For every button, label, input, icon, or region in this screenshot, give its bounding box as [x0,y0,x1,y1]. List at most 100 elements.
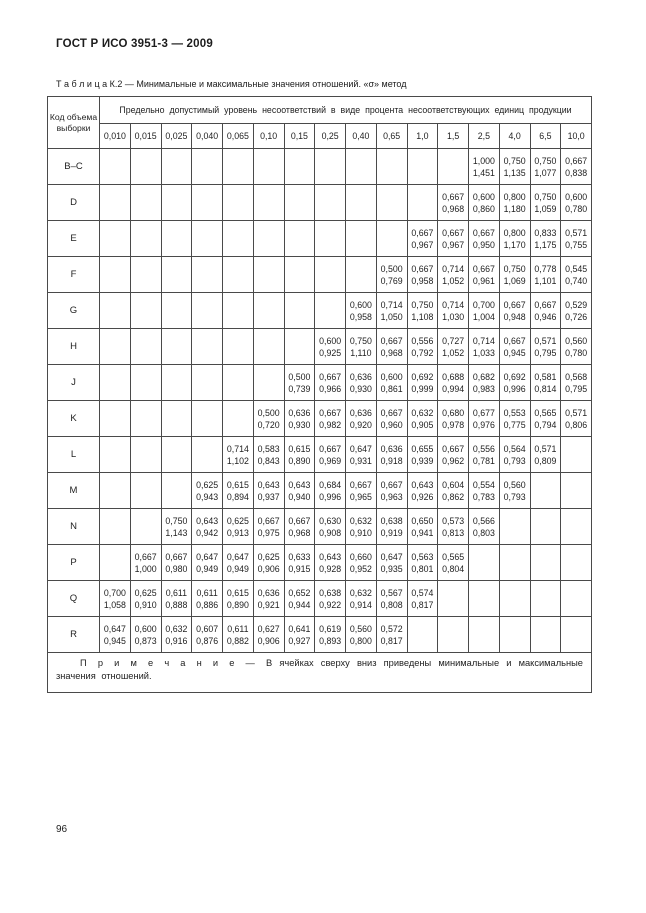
table-cell: 0,750 1,059 [529,184,562,221]
max-value: 0,769 [380,275,403,286]
table-cell [345,148,377,185]
table-cell [99,508,131,545]
max-value: 1,052 [442,275,465,286]
max-value [500,527,530,539]
min-value: 0,750 [411,299,434,310]
table-cell: 0,607 0,876 [191,616,223,653]
max-value [162,491,192,503]
table-cell: 0,636 0,930 [345,364,377,401]
min-value [408,623,438,635]
min-value [223,299,253,311]
min-value: 0,632 [411,407,434,418]
table-cell: 0,643 0,942 [191,508,223,545]
column-header: 4,0 [498,123,531,149]
min-value [346,191,376,203]
max-value [315,239,345,251]
min-value [346,155,376,167]
min-value: 0,500 [380,263,403,274]
column-header: 0,15 [283,123,316,149]
min-value [315,155,345,167]
max-value [192,311,222,323]
table-cell [283,220,316,257]
table-cell: 0,619 0,893 [314,616,346,653]
min-value [162,155,192,167]
min-value: 0,643 [257,479,280,490]
min-value [500,515,530,527]
column-header: 0,25 [314,123,346,149]
table-cell [160,436,193,473]
max-value: 0,910 [134,599,157,610]
min-value: 0,800 [503,227,526,238]
max-value: 0,913 [226,527,249,538]
max-value: 0,937 [257,491,280,502]
max-value [561,527,591,539]
max-value: 1,101 [534,275,557,286]
column-header: 6,5 [529,123,562,149]
min-value: 0,636 [349,407,372,418]
table-cell [160,256,193,293]
max-value [192,347,222,359]
table-cell: 0,600 0,925 [314,328,346,365]
table-note: П р и м е ч а н и е — В ячейках сверху в… [47,652,592,693]
table-cell: 0,500 0,769 [375,256,408,293]
min-value: 0,667 [257,515,280,526]
max-value: 0,963 [380,491,403,502]
max-value: 0,999 [411,383,434,394]
table-cell [345,256,377,293]
table-cell: 0,583 0,843 [252,436,285,473]
max-value: 0,928 [319,563,342,574]
table-cell [99,400,131,437]
max-value: 0,910 [349,527,372,538]
max-value [162,419,192,431]
table-cell [560,616,592,653]
min-value: 0,750 [503,155,526,166]
table-cell [191,256,223,293]
max-value: 0,795 [534,347,557,358]
min-value: 0,615 [226,587,249,598]
min-value: 0,500 [257,407,280,418]
max-value: 0,800 [349,635,372,646]
table-cell [99,292,131,329]
table-cell [560,472,592,509]
min-value [100,227,130,239]
max-value: 0,755 [565,239,588,250]
min-value: 0,615 [288,443,311,454]
table-cell: 0,615 0,894 [222,472,254,509]
max-value: 0,961 [472,275,495,286]
table-cell [252,220,285,257]
min-value [531,515,561,527]
min-value [500,623,530,635]
max-value [192,275,222,287]
table-cell: 0,500 0,739 [283,364,316,401]
table-cell [498,508,531,545]
table-cell: 0,667 1,000 [129,544,162,581]
max-value [100,383,130,395]
row-code: B–C [47,148,100,185]
min-value: 0,750 [534,191,557,202]
row-code: D [47,184,100,221]
table-cell [191,220,223,257]
min-value: 0,563 [411,551,434,562]
max-value: 1,050 [380,311,403,322]
max-value: 0,978 [442,419,465,430]
table-cell: 0,692 0,999 [406,364,439,401]
table-cell [314,184,346,221]
min-value [192,407,222,419]
table-cell [99,220,131,257]
table-row: G 0,600 0,958 0,714 1,050 0,750 1,108 0,714 1,03… [47,292,592,329]
max-value [285,239,315,251]
min-value [162,335,192,347]
table-cell: 0,625 0,913 [222,508,254,545]
table-cell [129,328,162,365]
max-value [192,419,222,431]
table-cell [529,472,562,509]
table-cell: 0,714 1,052 [437,256,469,293]
row-code: E [47,220,100,257]
min-value: 0,627 [257,623,280,634]
table-cell: 0,611 0,882 [222,616,254,653]
min-value [131,371,161,383]
max-value: 0,888 [165,599,188,610]
min-value: 0,650 [411,515,434,526]
min-value: 0,607 [196,623,219,634]
max-value [131,455,161,467]
